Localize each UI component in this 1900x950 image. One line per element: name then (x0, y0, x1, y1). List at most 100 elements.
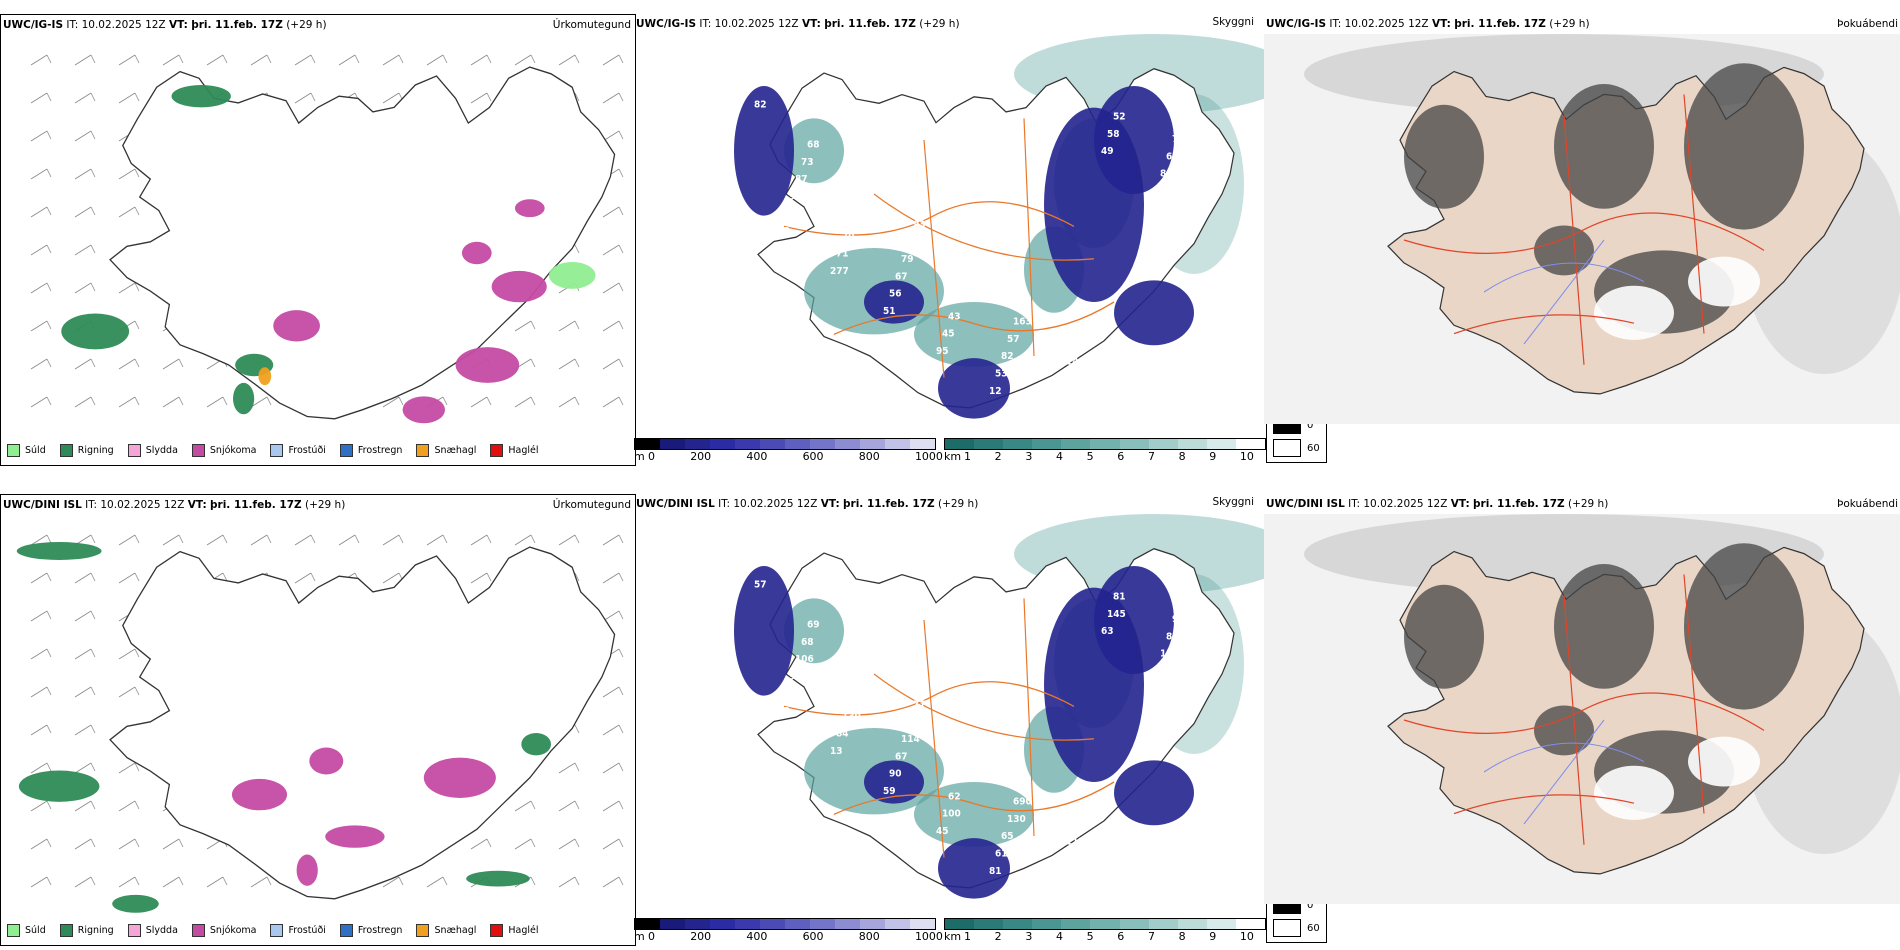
precip-legend-item: Rigning (59, 444, 114, 457)
colorbar-segment (1119, 439, 1149, 449)
colorbar-segment (910, 439, 935, 449)
colorbar-segment (1206, 439, 1236, 449)
parameter-name: Skyggni (1212, 16, 1255, 28)
legend-swatch (191, 924, 205, 937)
colorbar-segment (1003, 919, 1033, 929)
cloud-base-value: 81 (1113, 591, 1126, 602)
valid-label: VT: (168, 19, 188, 31)
colorbar-tick-label: 3 (1025, 450, 1033, 463)
colorbar-segment (1148, 919, 1178, 929)
precip-legend-item: Rigning (59, 924, 114, 937)
colorbar-segment (635, 439, 660, 449)
lead-time: (+29 h) (1567, 498, 1609, 510)
cloud-base-value: 70 (860, 179, 873, 190)
colorbar-tick-label: 0 (648, 450, 655, 463)
colorbar-segment (1032, 439, 1062, 449)
cloud-base-value: 125 (1160, 648, 1179, 659)
cloud-base-value: 88 (1166, 631, 1179, 642)
legend-label: Rigning (77, 925, 114, 936)
precip-map (16, 534, 624, 913)
cloud-base-value: 37 (848, 694, 861, 705)
cloud-base-value: 97 (789, 671, 802, 682)
colorbar-segment (810, 919, 835, 929)
colorbar-tick-label: 1000 (914, 930, 943, 943)
colorbar-tick-label: 4 (1055, 930, 1063, 943)
cloud-base-value: 67 (895, 271, 908, 282)
colorbar-tick-label: 7 (1147, 930, 1155, 943)
cloud-base-value: 163 (1013, 316, 1032, 327)
colorbar-tick-label: 200 (690, 450, 712, 463)
colorbar-tick-label: 7 (1147, 450, 1155, 463)
cloud-base-value: 64 (1019, 299, 1032, 310)
lead-time: (+29 h) (937, 498, 979, 510)
legend-label: Haglél (508, 925, 539, 936)
cloud-key-item: 60 (1273, 439, 1320, 457)
cloud-base-value: 106 (795, 654, 814, 665)
colorbar-segment (1177, 919, 1207, 929)
legend-label: Snæhagl (434, 925, 477, 936)
cloud-base-value: 177 (1125, 859, 1144, 870)
colorbar-segment (885, 919, 910, 929)
precip-legend: Súld Rigning Slydda Snjókoma Frostúði Frostre… (7, 444, 539, 457)
cloud-base-value: 99 (1119, 876, 1132, 887)
cloud-base-value: 65 (1166, 151, 1179, 162)
colorbar-segment (685, 919, 710, 929)
legend-swatch (270, 444, 284, 457)
legend-label: Rigning (77, 445, 114, 456)
valid-time: þri. 11.feb. 17Z (210, 499, 302, 511)
cloud-base-value: 60 (1154, 186, 1167, 197)
model-name: UWC/IG-IS (636, 18, 697, 30)
colorbar-tick-label: 5 (1086, 930, 1094, 943)
cloudbase-unit: m (634, 450, 645, 463)
precip-legend-item: Frostregn (339, 444, 402, 457)
issue-label: IT: (1329, 18, 1342, 30)
cloud-base-value: 130 (1007, 814, 1026, 825)
cloud-base-value: 63 (1101, 626, 1114, 637)
colorbar-tick-label: 600 (802, 930, 824, 943)
precip-legend-item: Haglél (490, 924, 539, 937)
panel-title: UWC/IG-IS IT: 10.02.2025 12Z VT: þri. 11… (636, 18, 960, 30)
colorbar-tick-label: 800 (858, 930, 880, 943)
colorbar-segment (1032, 919, 1062, 929)
cloud-base-value: 58 (1107, 128, 1120, 139)
legend-label: Súld (25, 925, 46, 936)
model-name: UWC/DINI ISL (1266, 498, 1345, 510)
cloud-base-value: 690 (1013, 796, 1032, 807)
valid-time: þri. 11.feb. 17Z (843, 498, 935, 510)
parameter-name: Skyggni (1212, 496, 1255, 508)
colorbar-tick-label: 600 (802, 450, 824, 463)
cloudbase-visibility-panel: UWC/IG-IS IT: 10.02.2025 12Z VT: þri. 11… (634, 14, 1266, 464)
legend-swatch (127, 444, 141, 457)
cloud-base-value: 87 (795, 174, 808, 185)
cloud-base-value: 21 (1048, 586, 1061, 597)
colorbar-segment (1206, 919, 1236, 929)
cloud-base-value: 75 (777, 706, 790, 717)
cloud-key-item: 60 (1273, 919, 1320, 937)
precip-legend-item: Frostregn (339, 924, 402, 937)
lead-time: (+29 h) (1549, 18, 1590, 30)
cloud-base-value: 45 (942, 328, 955, 339)
cloud-base-value: 89 (1160, 168, 1173, 179)
cloud-base-value: 57 (754, 579, 767, 590)
issue-time: 10.02.2025 12Z (733, 498, 818, 510)
issue-time: 10.02.2025 12Z (81, 19, 166, 31)
cloud-base-value: 13 (830, 746, 843, 757)
cloud-base-value: 109 (1060, 854, 1079, 865)
issue-time: 10.02.2025 12Z (1363, 498, 1448, 510)
cloud-base-value: 78 (1172, 134, 1185, 145)
valid-time: þri. 11.feb. 17Z (1454, 18, 1546, 30)
cloud-base-value: 55 (777, 226, 790, 237)
cloud-base-value: 43 (948, 311, 961, 322)
cloud-key-label: 0 (1307, 899, 1314, 911)
precip-legend-item: Haglél (490, 444, 539, 457)
cloud-base-value: 96 (1172, 614, 1185, 625)
colorbar-tick-label: 8 (1178, 450, 1186, 463)
cloud-base-value: 92 (966, 739, 979, 750)
precip-legend-item: Snjókoma (191, 444, 256, 457)
legend-swatch (127, 924, 141, 937)
model-name: UWC/DINI ISL (636, 498, 715, 510)
cloud-base-value: 140 (1066, 356, 1085, 367)
cloud-base-value: 122 (1072, 819, 1091, 830)
cloud-base-value: 79 (901, 254, 914, 265)
cloud-base-value: 102 (960, 756, 979, 767)
